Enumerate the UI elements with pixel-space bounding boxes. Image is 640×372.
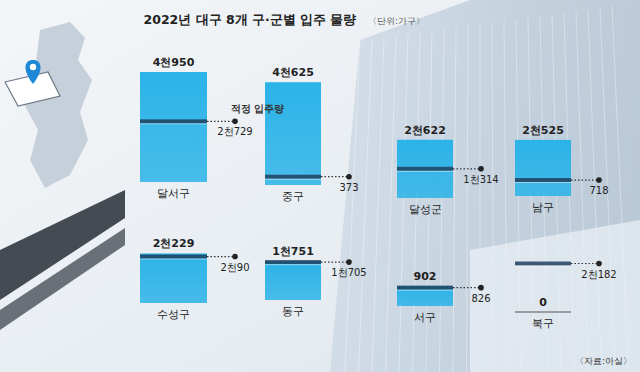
target-label: 373 bbox=[339, 182, 358, 193]
data-label: 902 bbox=[414, 270, 437, 283]
zero-baseline bbox=[515, 312, 571, 313]
target-line bbox=[140, 255, 207, 259]
data-label: 4천625 bbox=[272, 66, 314, 79]
target-line bbox=[397, 167, 453, 171]
category-label: 동구 bbox=[282, 305, 304, 317]
leader-line bbox=[321, 262, 349, 263]
target-line bbox=[265, 260, 321, 264]
target-line bbox=[397, 286, 453, 290]
target-label: 718 bbox=[589, 185, 608, 196]
target-line bbox=[265, 175, 321, 179]
leader-line bbox=[571, 263, 599, 264]
target-highlight bbox=[397, 171, 453, 172]
building-line bbox=[372, 37, 384, 372]
leader-dot bbox=[596, 261, 602, 267]
chart: 2022년 대구 8개 구·군별 입주 물량 〈단위:가구〉〈자료:아실〉 4천95… bbox=[0, 0, 640, 372]
building-line bbox=[345, 40, 360, 372]
leader-dot bbox=[478, 285, 484, 291]
source: 〈자료:아실〉 bbox=[575, 356, 632, 366]
leader-line bbox=[453, 168, 481, 169]
leader-dot bbox=[232, 119, 238, 125]
target-highlight bbox=[140, 259, 207, 260]
bar bbox=[265, 82, 321, 185]
target-line bbox=[515, 178, 571, 182]
building-line bbox=[359, 38, 373, 372]
leader-line bbox=[207, 121, 235, 122]
bar bbox=[140, 253, 207, 303]
category-label: 수성구 bbox=[157, 308, 190, 320]
leader-line bbox=[571, 179, 599, 180]
marks bbox=[140, 72, 602, 312]
bar bbox=[397, 140, 453, 198]
target-highlight bbox=[515, 182, 571, 183]
target-label: 1천705 bbox=[331, 267, 366, 278]
leader-line bbox=[207, 256, 235, 257]
building-line bbox=[399, 34, 408, 372]
target-line bbox=[515, 262, 571, 266]
diagonal-band bbox=[0, 228, 125, 330]
leader-dot bbox=[346, 259, 352, 265]
leader-dot bbox=[596, 177, 602, 183]
building-line bbox=[386, 35, 397, 372]
category-label: 북구 bbox=[532, 317, 554, 329]
bar bbox=[397, 286, 453, 306]
leader-line bbox=[321, 176, 349, 177]
data-label: 4천950 bbox=[153, 56, 195, 69]
bar bbox=[140, 72, 207, 182]
bar bbox=[515, 312, 571, 313]
data-label: 2천229 bbox=[153, 237, 195, 250]
category-label: 서구 bbox=[414, 311, 436, 323]
category-label: 남구 bbox=[532, 201, 554, 213]
target-label: 2천182 bbox=[581, 269, 616, 280]
bar bbox=[265, 261, 321, 300]
background bbox=[0, 0, 640, 372]
pin-icon bbox=[25, 60, 40, 84]
building-line bbox=[467, 26, 469, 372]
legend-annotation: 적정 입주량 bbox=[231, 103, 284, 114]
data-label: 0 bbox=[539, 296, 547, 309]
target-highlight bbox=[265, 264, 321, 265]
leader-dot bbox=[346, 174, 352, 180]
building bbox=[330, 0, 640, 372]
map-shape bbox=[22, 22, 92, 188]
labels: 4천950 달서구 2천729 적정 입주량 4천625 중구 373 2천622 달성군 1천3… bbox=[153, 56, 617, 329]
bar bbox=[515, 140, 571, 196]
building-line bbox=[440, 29, 445, 372]
category-label: 달성군 bbox=[409, 203, 442, 215]
target-line bbox=[140, 119, 207, 123]
data-label: 1천751 bbox=[272, 245, 314, 258]
target-label: 2천90 bbox=[220, 262, 249, 273]
target-label: 826 bbox=[471, 293, 490, 304]
leader-dot bbox=[232, 254, 238, 260]
building-line bbox=[453, 27, 456, 372]
target-highlight bbox=[140, 123, 207, 124]
target-highlight bbox=[265, 179, 321, 180]
pin-dot bbox=[30, 64, 36, 70]
building-lower bbox=[470, 220, 640, 372]
category-label: 중구 bbox=[282, 190, 304, 202]
data-label: 2천525 bbox=[522, 124, 564, 137]
title: 2022년 대구 8개 구·군별 입주 물량 bbox=[144, 12, 357, 27]
target-highlight bbox=[515, 266, 571, 267]
target-label: 1천314 bbox=[463, 174, 498, 185]
leader-line bbox=[453, 287, 481, 288]
leader-dot bbox=[478, 166, 484, 172]
target-highlight bbox=[397, 290, 453, 291]
data-label: 2천622 bbox=[404, 124, 446, 137]
subtitle: 〈단위:가구〉 bbox=[368, 16, 425, 26]
category-label: 달서구 bbox=[157, 187, 190, 199]
target-label: 2천729 bbox=[217, 126, 252, 137]
